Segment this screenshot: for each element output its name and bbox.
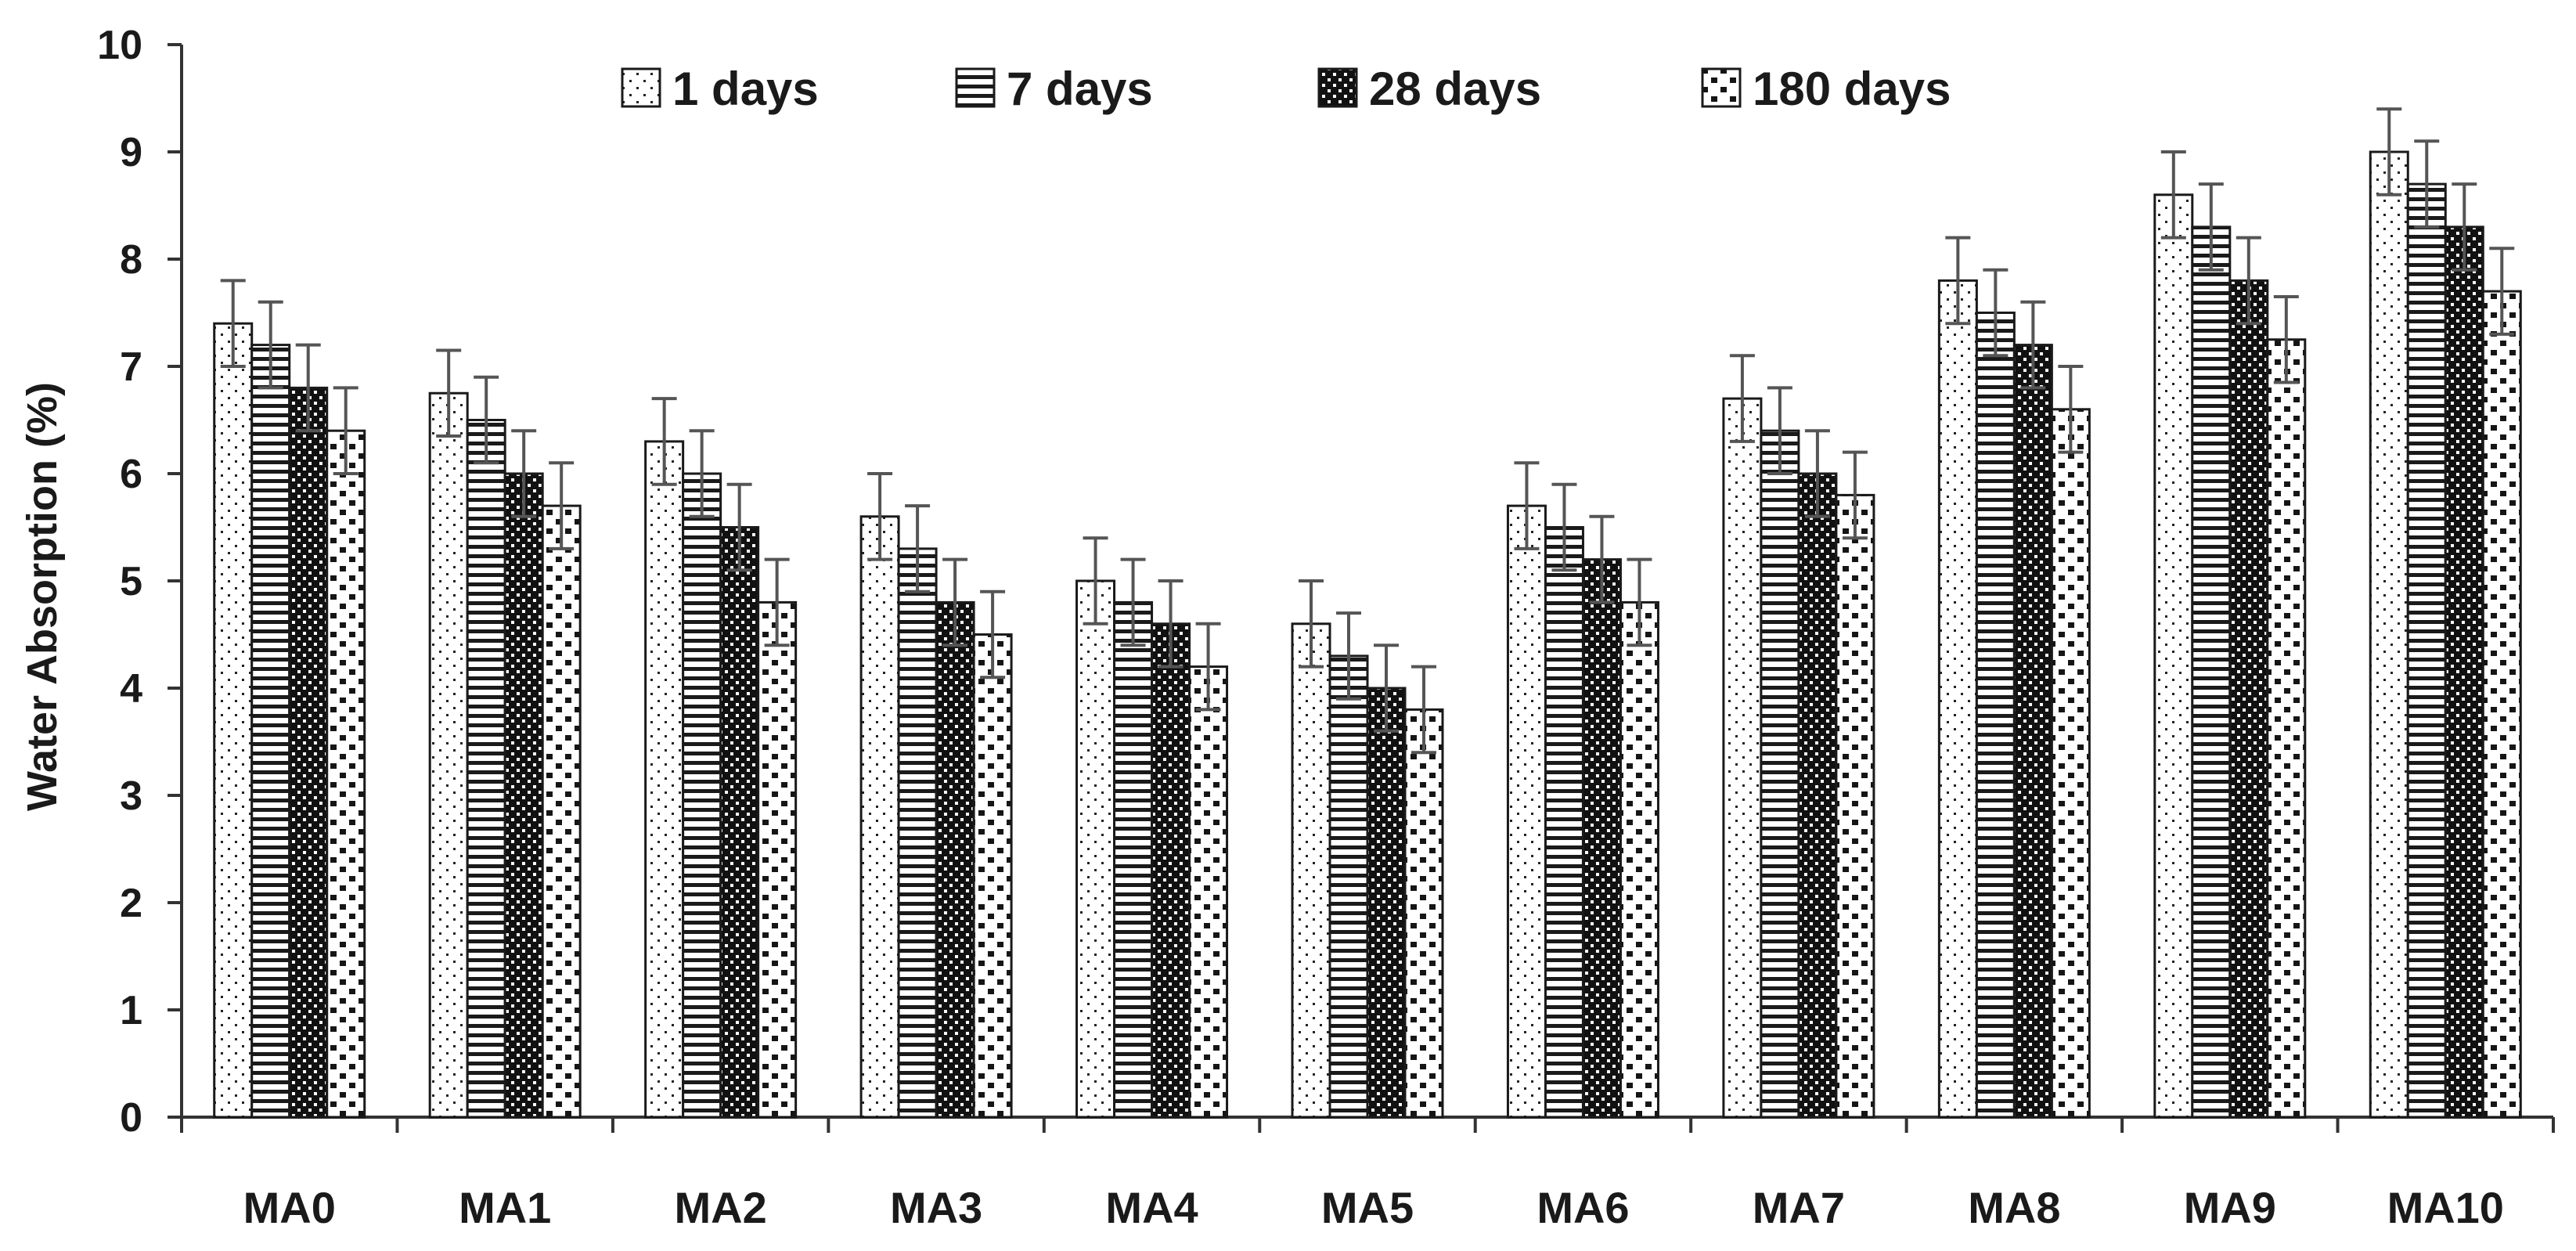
- bar-ma7-s2: [1797, 472, 1838, 1119]
- y-tick-label: 2: [120, 881, 142, 926]
- bar-ma5-s2: [1366, 687, 1407, 1119]
- bar-ma6-s2: [1581, 558, 1622, 1119]
- legend-swatch-3: [1701, 67, 1742, 108]
- y-tick-label: 10: [97, 23, 142, 68]
- bar-ma1-s1: [466, 419, 506, 1119]
- bar-ma3-s1: [897, 547, 938, 1119]
- legend-swatch-1: [955, 67, 996, 108]
- bar-ma9-s2: [2228, 279, 2269, 1119]
- bar-ma8-s3: [2050, 408, 2091, 1119]
- bar-ma10-s3: [2481, 290, 2522, 1119]
- bar-ma0-s2: [288, 386, 329, 1119]
- y-axis-title: Water Absorption (%): [19, 382, 66, 811]
- bar-ma0-s1: [250, 344, 291, 1119]
- y-tick-label: 3: [120, 773, 142, 819]
- y-tick-label: 0: [120, 1095, 142, 1141]
- y-tick-label: 5: [120, 559, 142, 604]
- bar-ma8-s0: [1937, 279, 1978, 1119]
- bar-ma10-s0: [2369, 150, 2409, 1119]
- bar-ma2-s0: [644, 440, 685, 1119]
- bars-layer: [213, 150, 2522, 1119]
- bar-ma4-s0: [1075, 579, 1116, 1119]
- y-tick-label: 6: [120, 452, 142, 497]
- bar-ma3-s3: [972, 633, 1013, 1119]
- bar-ma3-s0: [859, 515, 900, 1119]
- bar-ma8-s1: [1975, 312, 2016, 1119]
- bar-ma4-s3: [1188, 665, 1229, 1119]
- bar-ma9-s3: [2266, 338, 2307, 1119]
- bar-ma8-s2: [2012, 344, 2053, 1119]
- bar-ma2-s1: [682, 472, 722, 1119]
- bar-ma4-s2: [1151, 622, 1191, 1119]
- bar-ma2-s3: [757, 600, 798, 1119]
- legend: 1 days 7 days 28 days 180 days: [621, 63, 1951, 115]
- x-category-label: MA10: [2387, 1183, 2504, 1232]
- bar-ma5-s3: [1403, 708, 1444, 1119]
- legend-swatch-2: [1317, 67, 1358, 108]
- bar-ma0-s3: [326, 429, 366, 1119]
- legend-label-2: 28 days: [1369, 63, 1541, 115]
- x-category-label: MA1: [459, 1183, 551, 1232]
- y-tick-label: 8: [120, 237, 142, 283]
- bar-ma7-s1: [1760, 429, 1800, 1119]
- legend-label-1: 7 days: [1007, 63, 1153, 115]
- bar-ma9-s1: [2191, 225, 2232, 1119]
- bar-ma6-s0: [1506, 504, 1547, 1119]
- bar-ma1-s2: [503, 472, 544, 1119]
- y-tick-label: 9: [120, 130, 142, 175]
- bar-ma1-s0: [428, 391, 469, 1119]
- x-category-label: MA7: [1753, 1183, 1845, 1232]
- bar-ma5-s1: [1328, 654, 1369, 1119]
- bar-ma5-s0: [1291, 622, 1331, 1119]
- legend-label-3: 180 days: [1753, 63, 1951, 115]
- bar-ma3-s2: [935, 600, 975, 1119]
- bar-ma6-s3: [1619, 600, 1659, 1119]
- bar-ma6-s1: [1544, 526, 1584, 1119]
- error-bars-layer: [220, 107, 2515, 755]
- legend-label-0: 1 days: [672, 63, 819, 115]
- x-category-label: MA3: [890, 1183, 982, 1232]
- bar-ma9-s0: [2153, 193, 2194, 1119]
- bar-ma10-s2: [2444, 225, 2484, 1119]
- y-axis-title-group: Water Absorption (%): [19, 382, 66, 811]
- bar-ma7-s0: [1722, 397, 1763, 1119]
- x-category-label: MA0: [243, 1183, 336, 1232]
- x-category-label: MA4: [1105, 1183, 1198, 1232]
- bar-ma1-s3: [541, 504, 582, 1119]
- x-category-label: MA6: [1537, 1183, 1629, 1232]
- x-category-label: MA2: [675, 1183, 767, 1232]
- x-category-label: MA5: [1321, 1183, 1414, 1232]
- bar-ma2-s2: [719, 526, 760, 1119]
- y-tick-label: 7: [120, 344, 142, 390]
- legend-swatch-0: [621, 67, 661, 108]
- tick-labels-layer: 0 1 2 3 4 5 6 7 8 9 10 MA0 MA1 MA2 MA3 MA4 MA5 MA6 MA7 MA8 M…: [97, 23, 2504, 1232]
- x-category-label: MA8: [1968, 1183, 2060, 1232]
- bar-ma10-s1: [2406, 182, 2447, 1119]
- y-tick-label: 1: [120, 988, 142, 1033]
- x-category-label: MA9: [2184, 1183, 2276, 1232]
- bar-ma4-s1: [1113, 600, 1154, 1119]
- bar-ma7-s3: [1835, 493, 1875, 1119]
- bar-ma0-s0: [213, 322, 254, 1119]
- y-tick-label: 4: [120, 666, 142, 712]
